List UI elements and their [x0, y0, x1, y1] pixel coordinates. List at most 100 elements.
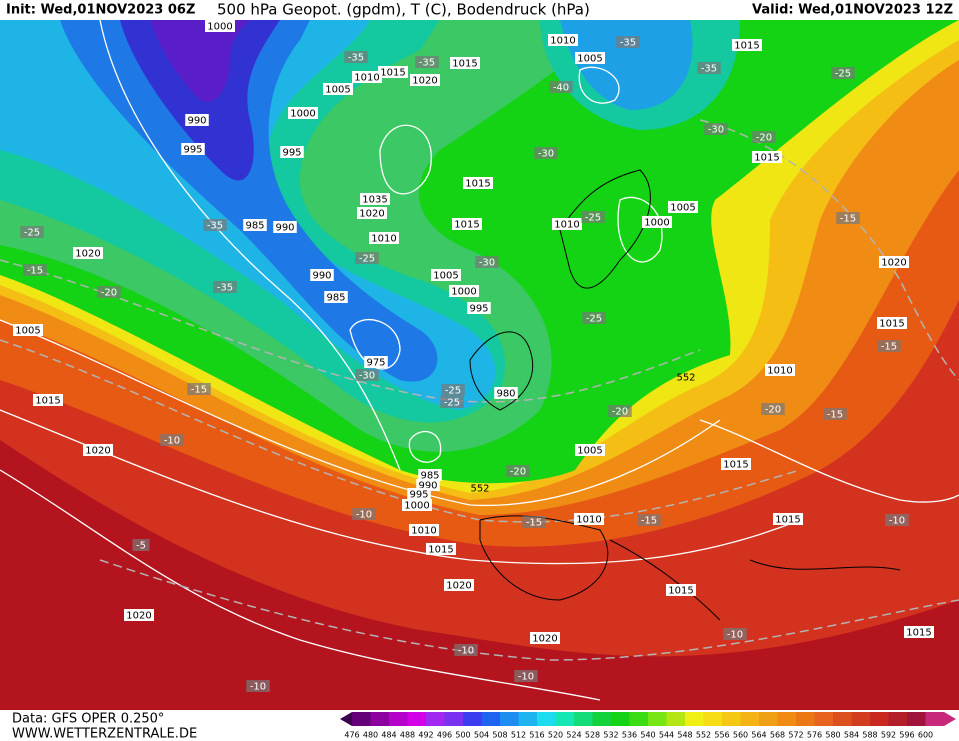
isotherm-label-box — [355, 369, 379, 381]
isotherm-label-box — [352, 508, 376, 520]
isotherm-label: -10 — [164, 436, 180, 447]
isobar-label-box — [310, 269, 334, 281]
colorbar-label: 600 — [918, 731, 933, 740]
isotherm-label-box — [97, 286, 121, 298]
isotherm-label: -35 — [419, 58, 435, 69]
isobar-label: 1000 — [404, 501, 429, 512]
isobar-label: 1005 — [577, 446, 602, 457]
colorbar-label: 512 — [511, 731, 526, 740]
isobar-label-box — [243, 219, 267, 231]
colorbar-label: 544 — [659, 731, 674, 740]
colorbar-swatch — [796, 712, 815, 726]
isobar-label-box — [668, 201, 698, 213]
isobar-label-box — [280, 146, 304, 158]
colorbar-label: 488 — [400, 731, 415, 740]
isotherm-label-box — [836, 212, 860, 224]
colorbar-swatch — [537, 712, 556, 726]
isobar-label: 1015 — [754, 153, 779, 164]
isobar-label-box — [449, 285, 479, 297]
isobar-label: 1020 — [126, 611, 151, 622]
colorbar-swatch — [481, 712, 501, 726]
colorbar-swatch — [888, 712, 908, 726]
isotherm-label: -10 — [458, 646, 474, 657]
isotherm-label: -25 — [445, 386, 461, 397]
isotherm-label: -35 — [217, 283, 233, 294]
isotherm-label: -25 — [586, 314, 602, 325]
isotherm-label-box — [823, 408, 847, 420]
isotherm-label: -25 — [24, 228, 40, 239]
colorbar-swatch — [370, 712, 390, 726]
colorbar-label: 568 — [770, 731, 785, 740]
colorbar-swatch — [574, 712, 593, 726]
isobar-label: 1015 — [35, 396, 60, 407]
isobar-label-box — [552, 218, 582, 230]
contour-label: 552 — [470, 484, 489, 495]
isotherm-label-box — [454, 644, 478, 656]
isobar — [99, 20, 401, 471]
isotherm-label-box — [160, 434, 184, 446]
colorbar-label: 552 — [696, 731, 711, 740]
isotherm-label-box — [877, 340, 901, 352]
colorbar-label: 564 — [751, 731, 766, 740]
colorbar-swatch — [555, 712, 575, 726]
isobar-label-box — [273, 221, 297, 233]
isotherm-label: -20 — [612, 407, 628, 418]
isobar-label-box — [452, 218, 482, 230]
colorbar-label: 588 — [862, 731, 877, 740]
isobar-label-box — [548, 34, 578, 46]
colorbar-swatch — [407, 712, 427, 726]
isobar-label: 1015 — [465, 179, 490, 190]
colorbar-swatch — [925, 712, 945, 726]
init-time: Init: Wed,01NOV2023 06Z — [6, 3, 195, 18]
isotherm-label: -15 — [191, 385, 207, 396]
isobar-label-box — [407, 488, 431, 500]
colorbar: 476 480 484 488 492 496 500 504 508 512 516 520 524 5… — [340, 712, 956, 740]
colorbar-label: 496 — [437, 731, 452, 740]
isobar — [0, 469, 601, 701]
isotherm-label: -35 — [348, 53, 364, 64]
isobar — [408, 431, 442, 463]
isobar-label: 1010 — [767, 366, 792, 377]
isotherm-label: -10 — [889, 516, 905, 527]
isotherm-label-box — [704, 123, 728, 135]
isobar-label: 980 — [496, 389, 515, 400]
isotherm-label-box — [132, 539, 150, 551]
colorbar-swatch — [777, 712, 797, 726]
isobar-label-box — [450, 57, 480, 69]
isobar-label: 1015 — [452, 59, 477, 70]
isotherm-label-box — [831, 67, 855, 79]
isobar-label-box — [752, 151, 782, 163]
map-field — [0, 20, 959, 710]
isobar-label: 1020 — [359, 209, 384, 220]
isobar-label-box — [426, 543, 456, 555]
colorbar-label: 504 — [474, 731, 489, 740]
isobar-label-box — [83, 444, 113, 456]
colorbar-swatch — [463, 712, 482, 726]
colorbar-label: 584 — [844, 731, 859, 740]
colorbar-swatch — [426, 712, 445, 726]
isobar-label-box — [33, 394, 63, 406]
isotherm-label-box — [522, 516, 546, 528]
isotherm — [99, 559, 959, 661]
isobar-label-box — [323, 83, 353, 95]
isobar-label-box — [463, 177, 493, 189]
isotherm-label: -10 — [727, 630, 743, 641]
isobar-label: 1015 — [428, 545, 453, 556]
isotherm-label-box — [187, 383, 211, 395]
isotherm-label: -15 — [27, 266, 43, 277]
colorbar-arrow — [944, 712, 956, 726]
isotherm-label: -25 — [835, 69, 851, 80]
header-bar — [0, 0, 959, 20]
isobar-label: 1000 — [290, 109, 315, 120]
isobar-label-box — [205, 20, 235, 32]
isotherm-label-box — [23, 264, 47, 276]
colorbar-label: 592 — [881, 731, 896, 740]
isobar-label-box — [877, 317, 907, 329]
isobar-label: 1005 — [433, 271, 458, 282]
isobar-label: 1015 — [879, 319, 904, 330]
isobar-label-box — [13, 324, 43, 336]
isobar-label: 1015 — [668, 586, 693, 597]
isobar-label: 1020 — [446, 581, 471, 592]
colorbar-swatch — [685, 712, 704, 726]
isotherm-label: -35 — [620, 38, 636, 49]
